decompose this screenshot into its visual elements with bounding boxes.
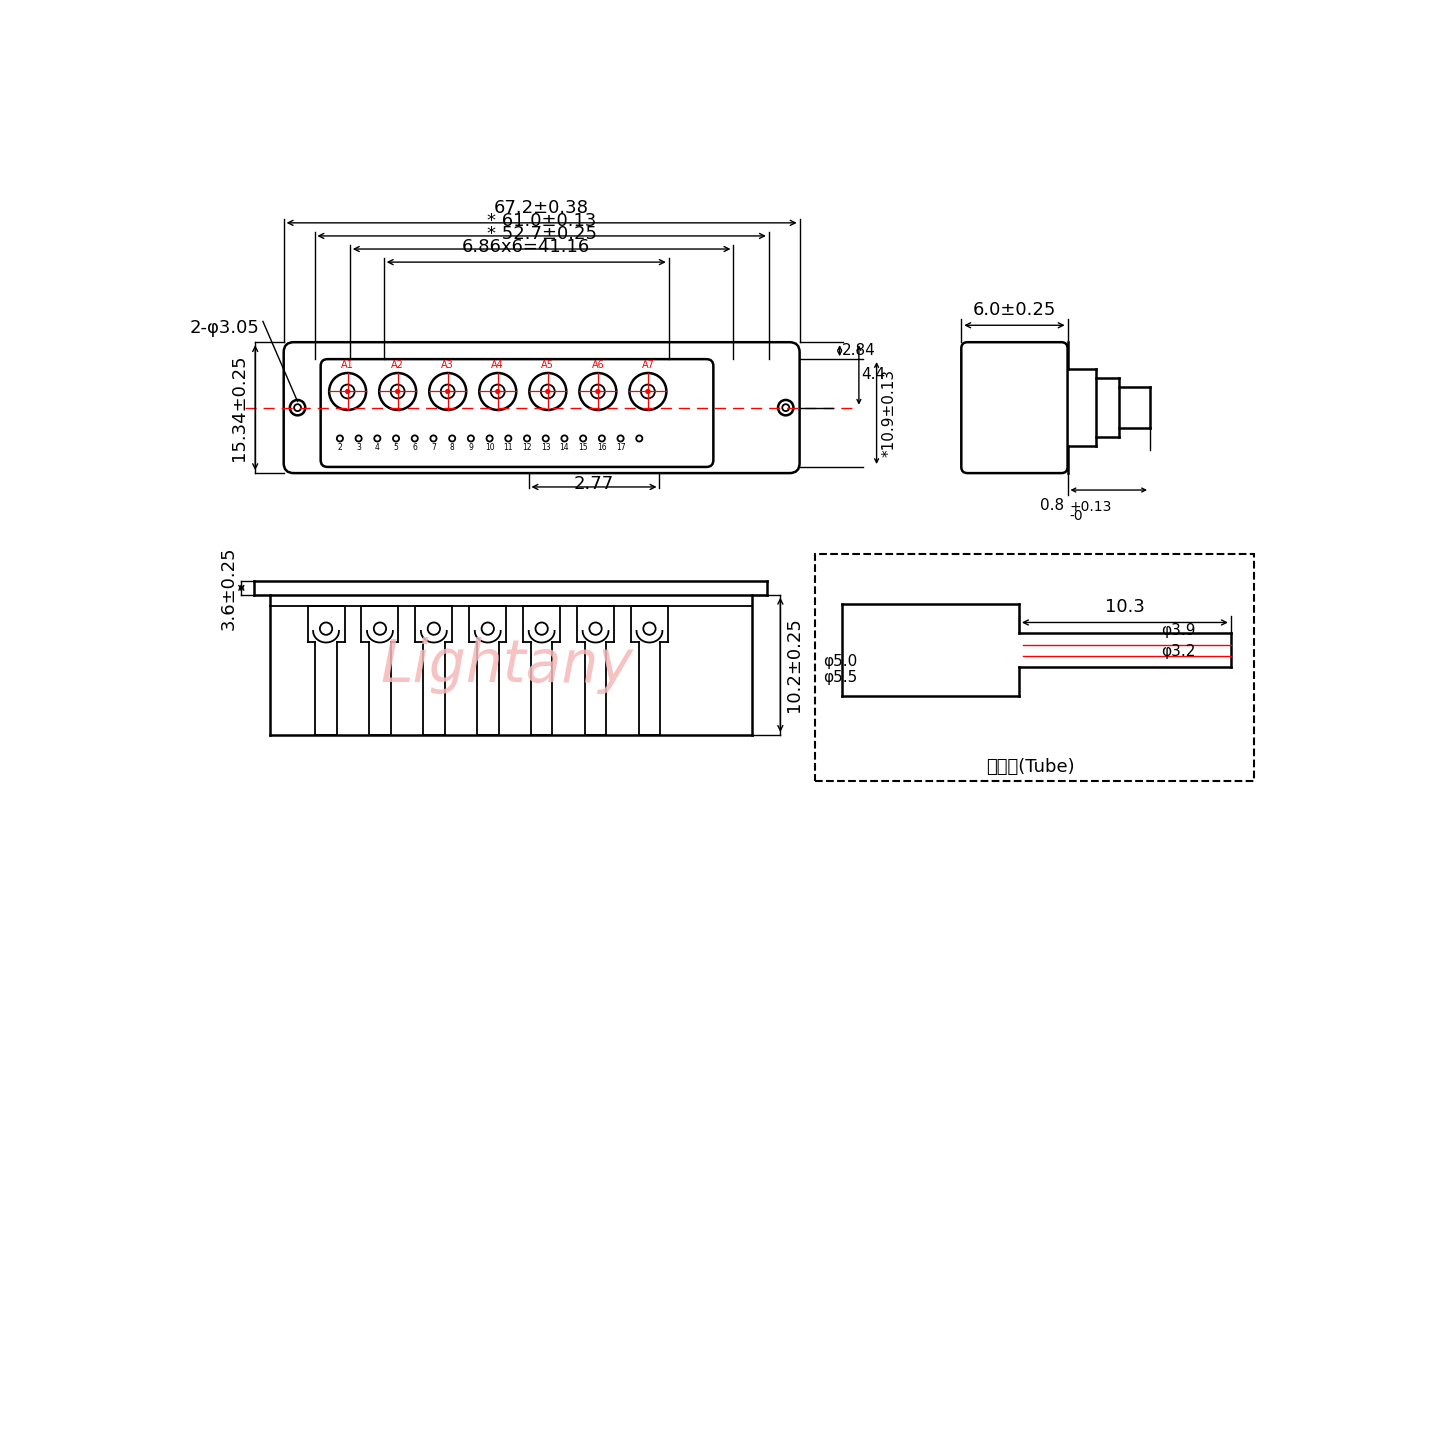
Circle shape <box>647 390 649 393</box>
Circle shape <box>495 390 500 393</box>
Text: φ3.2: φ3.2 <box>1162 644 1195 660</box>
Text: 6: 6 <box>412 444 418 452</box>
Text: A3: A3 <box>441 360 454 370</box>
Circle shape <box>546 390 550 393</box>
Text: * 52.7±0.25: * 52.7±0.25 <box>487 225 596 243</box>
Circle shape <box>446 390 449 393</box>
Text: 67.2±0.38: 67.2±0.38 <box>494 199 589 216</box>
Text: A6: A6 <box>592 360 605 370</box>
Text: A4: A4 <box>491 360 504 370</box>
Text: 15: 15 <box>579 444 588 452</box>
Text: 6.0±0.25: 6.0±0.25 <box>973 301 1056 320</box>
Text: 17: 17 <box>616 444 625 452</box>
Text: 13: 13 <box>541 444 550 452</box>
Text: A7: A7 <box>641 360 654 370</box>
Text: A5: A5 <box>541 360 554 370</box>
Text: φ5.0: φ5.0 <box>822 654 857 670</box>
Text: 15.34±0.25: 15.34±0.25 <box>230 354 248 461</box>
Text: 16: 16 <box>598 444 606 452</box>
Text: 10.2±0.25: 10.2±0.25 <box>785 618 804 713</box>
Text: φ3.9: φ3.9 <box>1162 622 1197 638</box>
Text: 屏蔽管(Tube): 屏蔽管(Tube) <box>986 757 1074 776</box>
Circle shape <box>596 390 600 393</box>
Text: 2.77: 2.77 <box>575 475 613 492</box>
Text: 14: 14 <box>560 444 569 452</box>
Text: A1: A1 <box>341 360 354 370</box>
Circle shape <box>346 390 350 393</box>
Text: 6.86x6=41.16: 6.86x6=41.16 <box>462 238 590 256</box>
Text: 3: 3 <box>356 444 361 452</box>
Text: 4.4: 4.4 <box>861 367 886 383</box>
Text: 2: 2 <box>337 444 343 452</box>
Text: +0.13: +0.13 <box>1068 500 1112 514</box>
Text: 11: 11 <box>504 444 513 452</box>
Text: *10.9±0.13: *10.9±0.13 <box>881 369 897 456</box>
Text: 4: 4 <box>374 444 380 452</box>
Text: 8: 8 <box>449 444 455 452</box>
Text: Lightany: Lightany <box>380 636 634 694</box>
Bar <box>815 554 1254 780</box>
Text: 7: 7 <box>431 444 436 452</box>
Text: 5: 5 <box>393 444 399 452</box>
Text: 2-φ3.05: 2-φ3.05 <box>190 320 259 337</box>
Text: A2: A2 <box>392 360 405 370</box>
Text: 10: 10 <box>485 444 494 452</box>
Text: 3.6±0.25: 3.6±0.25 <box>219 546 238 629</box>
Text: 2.84: 2.84 <box>842 343 876 359</box>
Text: * 61.0±0.13: * 61.0±0.13 <box>487 212 596 230</box>
Text: 9: 9 <box>468 444 474 452</box>
Text: -0: -0 <box>1068 508 1083 523</box>
Text: 12: 12 <box>523 444 531 452</box>
Text: 10.3: 10.3 <box>1104 599 1145 616</box>
Text: φ5.5: φ5.5 <box>822 670 857 684</box>
Text: 0.8: 0.8 <box>1040 498 1064 513</box>
Circle shape <box>396 390 399 393</box>
